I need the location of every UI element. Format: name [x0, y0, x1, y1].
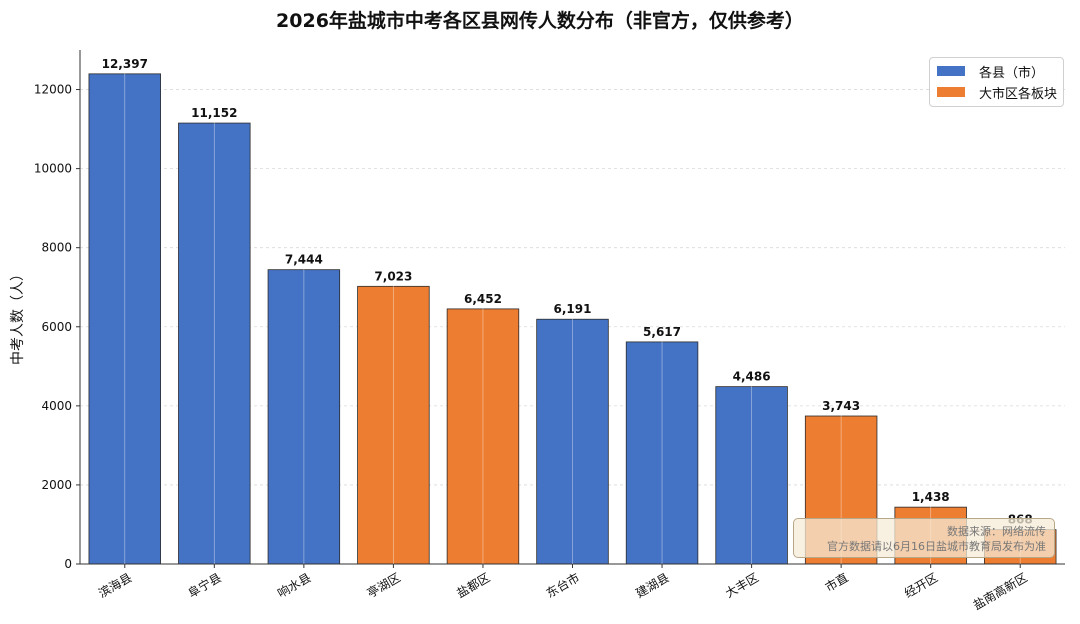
x-tick-label: 盐南高新区	[970, 570, 1029, 613]
y-tick-label: 8000	[41, 241, 72, 255]
bar-value-label: 1,438	[912, 490, 950, 504]
x-tick-label: 响水县	[275, 570, 314, 601]
x-tick-label: 大丰区	[723, 570, 761, 600]
bar-value-label: 11,152	[191, 106, 237, 120]
bar-value-label: 7,023	[374, 269, 412, 283]
bar	[88, 73, 161, 565]
bar-value-label: 3,743	[822, 399, 860, 413]
x-tick-label: 盐都区	[454, 570, 492, 600]
chart-title: 2026年盐城市中考各区县网传人数分布（非官方，仅供参考）	[276, 10, 804, 32]
bar-value-label: 5,617	[643, 325, 681, 339]
y-tick-label: 10000	[34, 162, 72, 176]
data-source-note: 数据来源：网络流传 官方数据请以6月16日盐城市教育局发布为准	[793, 518, 1055, 558]
bar-value-label: 4,486	[733, 370, 771, 384]
legend-swatch-blue	[937, 66, 965, 76]
legend-item-districts: 大市区各板块	[937, 82, 1057, 102]
legend-item-counties: 各县（市）	[937, 61, 1044, 81]
y-tick-label: 12000	[34, 83, 72, 97]
x-tick-label: 建湖县	[633, 570, 672, 601]
legend-label: 各县（市）	[979, 65, 1045, 81]
x-tick-label: 东台市	[543, 570, 582, 601]
x-tick-label: 阜宁县	[185, 570, 224, 601]
legend-label: 大市区各板块	[979, 86, 1058, 102]
bar-value-label: 6,452	[464, 292, 502, 306]
source-line: 数据来源：网络流传	[947, 525, 1046, 538]
y-axis-label: 中考人数（人）	[10, 267, 26, 365]
bar-value-label: 12,397	[102, 57, 148, 71]
y-tick-label: 4000	[41, 399, 72, 413]
chart-legend: 各县（市） 大市区各板块	[929, 57, 1064, 107]
disclaimer-line: 官方数据请以6月16日盐城市教育局发布为准	[827, 540, 1046, 553]
bar	[715, 386, 788, 565]
x-tick-label: 市直	[822, 570, 850, 595]
legend-swatch-orange	[937, 87, 965, 97]
y-tick-label: 6000	[41, 320, 72, 334]
y-tick-label: 2000	[41, 478, 72, 492]
bar	[267, 269, 341, 565]
bar-value-label: 6,191	[554, 302, 592, 316]
x-tick-label: 滨海县	[96, 570, 135, 601]
x-tick-label: 亭湖区	[364, 570, 403, 601]
bar	[178, 122, 251, 565]
bar	[536, 318, 609, 565]
y-tick-label: 0	[64, 557, 72, 571]
x-tick-label: 经开区	[902, 570, 940, 600]
bar	[625, 341, 699, 565]
bar-value-label: 7,444	[285, 253, 323, 267]
